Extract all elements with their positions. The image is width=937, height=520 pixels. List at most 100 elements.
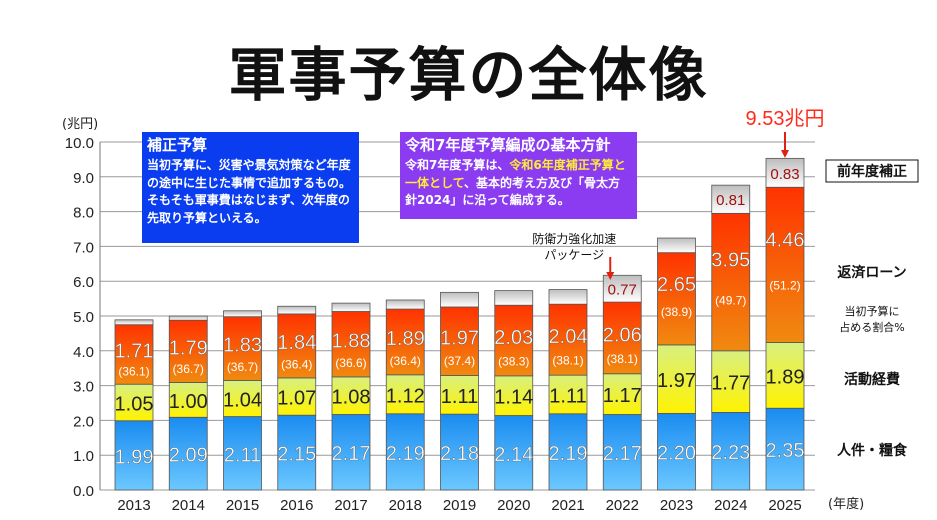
x-tick-label: 2014 xyxy=(172,497,205,514)
bar-segment xyxy=(494,375,534,416)
bar-segment xyxy=(765,407,805,491)
legend-label: 人件・糧食 xyxy=(837,442,908,459)
data-label: 1.84 xyxy=(277,332,316,354)
bar-segment xyxy=(168,416,208,491)
legend-label: 返済ローン xyxy=(837,264,906,281)
data-label: 2.65 xyxy=(657,274,696,296)
bar-segment xyxy=(711,350,751,413)
bar-segment xyxy=(440,413,479,491)
loan-share-label: (36.7) xyxy=(173,362,204,376)
data-label: 1.89 xyxy=(386,328,425,350)
bar-segment xyxy=(602,274,642,303)
bar-segment xyxy=(602,301,642,375)
y-tick-label: 3.0 xyxy=(73,379,94,396)
legend-box xyxy=(825,159,919,183)
bar-segment xyxy=(331,414,371,491)
data-label: 1.07 xyxy=(277,388,316,410)
data-label: 2.15 xyxy=(277,444,316,466)
data-label: 2.17 xyxy=(603,443,642,465)
data-label: 0.81 xyxy=(716,192,745,209)
bar-segment xyxy=(657,413,696,491)
y-tick-label: 0.0 xyxy=(73,483,94,500)
loan-share-label: (36.4) xyxy=(390,354,421,368)
x-axis-label: (年度) xyxy=(828,496,864,512)
arrow-head xyxy=(606,272,615,280)
budget-policy-callout: 令和7年度予算編成の基本方針 令和7年度予算は、令和6年度補正予算と一体として、… xyxy=(400,132,637,219)
data-label: 1.04 xyxy=(223,389,262,411)
loan-share-legend: 当初予算に xyxy=(845,304,900,318)
callout-highlight: 令和6年度補正予算と一体として xyxy=(405,158,626,190)
bar-segment xyxy=(494,304,534,377)
bar-segment xyxy=(548,289,588,305)
data-label: 1.77 xyxy=(711,373,750,395)
y-tick-label: 9.0 xyxy=(73,170,94,187)
data-label: 2.19 xyxy=(549,443,588,465)
y-tick-label: 10.0 xyxy=(65,135,94,152)
callout-text: 令和7年度予算は、 xyxy=(405,158,510,172)
x-tick-label: 2024 xyxy=(714,497,747,514)
data-label: 1.11 xyxy=(549,385,586,407)
bar-segment xyxy=(114,383,154,422)
bar-segment xyxy=(331,302,371,312)
data-label: 3.95 xyxy=(711,250,750,272)
bar-segment xyxy=(385,299,425,310)
data-label: 2.17 xyxy=(332,443,371,465)
callout-body: 令和7年度予算は、令和6年度補正予算と一体として、基本的考え方及び「骨太方針20… xyxy=(405,157,632,210)
bar-segment xyxy=(331,311,371,378)
data-label: 1.17 xyxy=(603,385,642,407)
data-label: 1.12 xyxy=(386,385,425,407)
bar-segment xyxy=(548,374,588,415)
data-label: 2.20 xyxy=(657,443,696,465)
y-tick-label: 5.0 xyxy=(73,309,94,326)
bar-segment xyxy=(168,315,208,321)
annotation-text: パッケージ xyxy=(544,248,604,262)
y-tick-label: 4.0 xyxy=(73,344,94,361)
y-tick-label: 8.0 xyxy=(73,205,94,222)
x-tick-label: 2019 xyxy=(443,497,476,514)
x-tick-label: 2023 xyxy=(660,497,693,514)
bar-segment xyxy=(602,373,642,415)
loan-share-label: (51.2) xyxy=(769,278,800,292)
x-tick-label: 2025 xyxy=(768,497,801,514)
total-annotation: 9.53兆円 xyxy=(746,107,825,130)
data-label: 2.35 xyxy=(766,440,805,462)
bar-segment xyxy=(711,184,751,214)
bar-segment xyxy=(440,291,479,308)
annotation-text: 防衛力強化加速 xyxy=(532,231,616,246)
data-label: 1.71 xyxy=(115,340,154,362)
data-label: 2.19 xyxy=(386,443,425,465)
data-label: 1.14 xyxy=(494,387,533,409)
data-label: 0.77 xyxy=(608,282,637,299)
bar-segment xyxy=(223,379,262,417)
data-label: 1.79 xyxy=(169,337,208,359)
data-label: 1.08 xyxy=(332,387,371,409)
x-tick-label: 2015 xyxy=(226,497,259,514)
data-label: 1.11 xyxy=(441,386,478,408)
x-tick-label: 2018 xyxy=(389,497,422,514)
loan-share-label: (38.3) xyxy=(498,354,529,368)
data-label: 1.97 xyxy=(657,370,696,392)
bar-segment xyxy=(168,319,208,383)
data-label: 1.89 xyxy=(766,366,805,388)
bar-segment xyxy=(168,382,208,418)
bar-segment xyxy=(440,375,479,415)
bar-segment xyxy=(277,377,317,416)
bar-segment xyxy=(765,157,805,188)
bar-segment xyxy=(385,413,425,491)
loan-share-label: (49.7) xyxy=(715,294,746,308)
bar-segment xyxy=(602,414,642,491)
bar-segment xyxy=(114,319,154,326)
arrow-head xyxy=(781,150,789,158)
data-label: 2.23 xyxy=(711,442,750,464)
bar-segment xyxy=(765,186,805,343)
data-label: 2.03 xyxy=(494,327,533,349)
data-label: 2.14 xyxy=(494,444,533,466)
bar-segment xyxy=(385,374,425,415)
y-tick-label: 2.0 xyxy=(73,413,94,430)
data-label: 1.97 xyxy=(440,328,479,350)
x-tick-label: 2013 xyxy=(117,497,150,514)
bar-segment xyxy=(223,316,262,381)
data-label: 1.99 xyxy=(115,446,154,468)
loan-share-label: (37.4) xyxy=(444,354,475,368)
